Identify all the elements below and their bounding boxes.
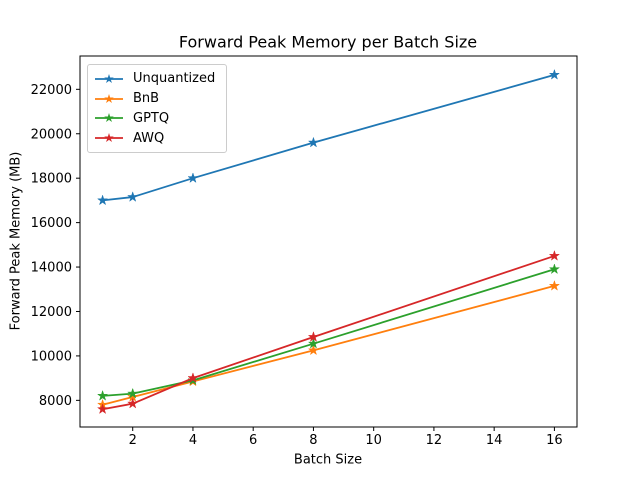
- series-marker-AWQ: [548, 249, 561, 261]
- legend-label: BnB: [133, 91, 160, 107]
- series-marker-Unquantized: [96, 194, 109, 206]
- legend-item-bnb: BnB: [88, 89, 226, 108]
- series-marker-GPTQ: [127, 387, 139, 399]
- y-tick-label: 22000: [31, 83, 72, 98]
- x-tick-label: 6: [249, 433, 257, 448]
- y-tick-label: 16000: [31, 216, 72, 231]
- legend-marker-icon: [95, 93, 123, 103]
- plot-frame: [79, 55, 578, 428]
- x-tick-label: 14: [486, 433, 503, 448]
- legend-item-unquantized: Unquantized: [88, 69, 226, 88]
- legend-marker-icon: [95, 113, 123, 123]
- chart-title: Forward Peak Memory per Batch Size: [178, 32, 478, 52]
- series-marker-BnB: [307, 344, 320, 356]
- series-marker-AWQ: [96, 403, 109, 415]
- y-tick-label: 10000: [31, 349, 72, 364]
- y-tick-label: 18000: [31, 172, 72, 187]
- series-marker-Unquantized: [307, 136, 320, 148]
- legend-label: GPTQ: [133, 110, 170, 126]
- series-marker-Unquantized: [548, 68, 561, 80]
- series-marker-AWQ: [187, 372, 199, 383]
- series-marker-GPTQ: [307, 337, 320, 349]
- series-marker-GPTQ: [548, 263, 561, 275]
- legend-marker-icon: [95, 73, 123, 83]
- legend-item-awq: AWQ: [88, 129, 226, 148]
- series-marker-GPTQ: [96, 389, 109, 401]
- series-marker-AWQ: [127, 397, 139, 409]
- x-axis-label: Batch Size: [293, 452, 363, 468]
- y-tick-label: 12000: [31, 305, 72, 320]
- legend-marker-icon: [95, 133, 123, 143]
- series-marker-BnB: [548, 279, 561, 291]
- x-tick-label: 4: [189, 433, 197, 448]
- x-tick-label: 2: [129, 433, 137, 448]
- legend: Unquantized BnB GPTQ AWQ: [87, 64, 227, 153]
- x-tick-label: 8: [309, 433, 317, 448]
- y-tick-label: 20000: [31, 127, 72, 142]
- x-tick-label: 16: [546, 433, 563, 448]
- y-tick-label: 14000: [31, 261, 72, 276]
- legend-item-gptq: GPTQ: [88, 109, 226, 128]
- x-tick-label: 12: [426, 433, 443, 448]
- series-marker-Unquantized: [187, 172, 199, 184]
- y-tick-label: 8000: [39, 394, 72, 409]
- series-marker-Unquantized: [127, 191, 139, 202]
- series-marker-AWQ: [307, 331, 320, 342]
- legend-label: AWQ: [133, 130, 165, 146]
- legend-label: Unquantized: [133, 71, 216, 87]
- x-tick-label: 10: [365, 433, 382, 448]
- y-axis-label: Forward Peak Memory (MB): [8, 151, 24, 331]
